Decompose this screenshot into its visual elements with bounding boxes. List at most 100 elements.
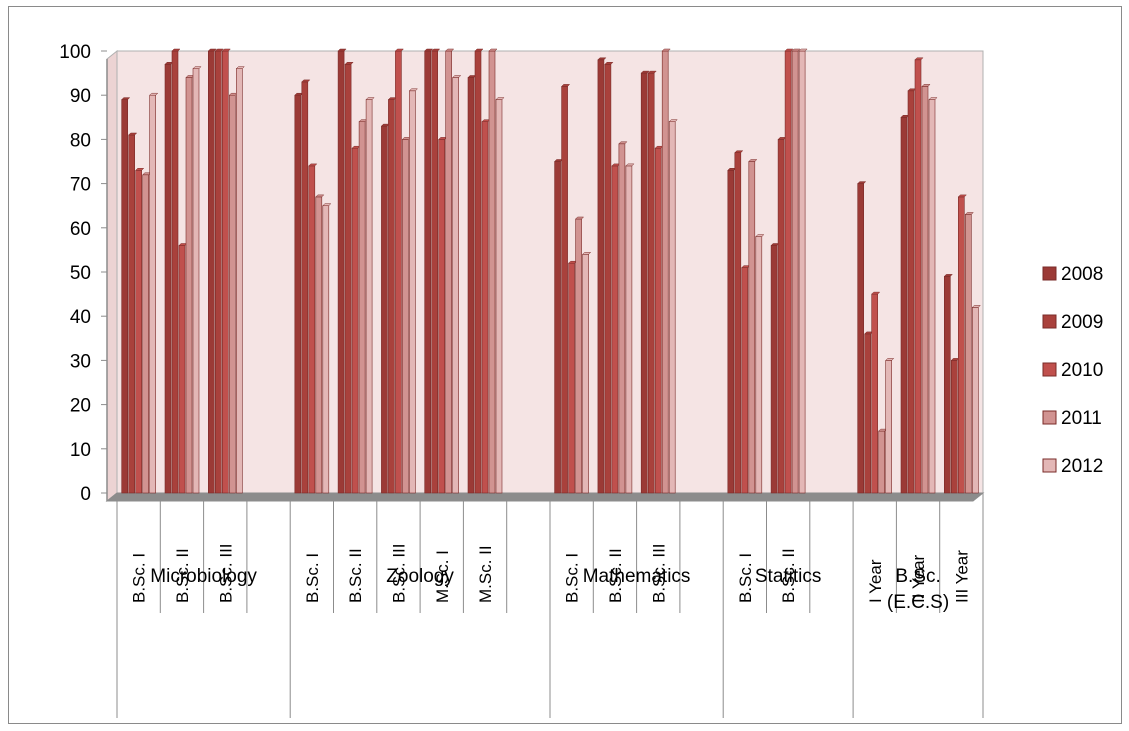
bar-top-2011-18 [921,84,931,87]
group-label-1: Zoology [386,566,454,587]
bar-2012-5 [365,99,373,494]
bar-2009-5 [344,64,352,494]
bar-top-2011-12 [661,48,671,52]
bar-2008-2 [208,50,215,494]
category-label-18: II Year [909,554,928,603]
floor [105,492,985,502]
bar-2012-0 [149,94,156,494]
group-label-line-2-0: Mathematics [583,566,691,587]
group-label-2: Mathematics [583,566,691,587]
group-label-0: Microbiology [150,566,257,587]
category-label-10: B.Sc. I [563,553,582,603]
bar-top-2012-10 [581,252,592,255]
y-tick-label-100: 100 [59,42,91,63]
y-tick-label-40: 40 [70,307,91,328]
bar-2010-19 [957,196,965,494]
bar-top-2009-5 [344,62,354,65]
bar-2012-6 [409,90,416,494]
bar-2010-15 [784,50,792,494]
bar-2011-8 [488,50,496,494]
bar-2010-8 [481,121,489,494]
bar-2008-17 [857,183,865,494]
category-label-6: B.Sc. III [389,543,408,603]
bar-2012-11 [625,165,633,494]
bar-2010-2 [222,50,229,494]
bar-2009-10 [561,86,568,494]
bar-top-2009-4 [301,79,311,83]
category-label-5: B.Sc. II [346,548,365,603]
bar-2008-10 [554,161,561,494]
bar-top-2012-1 [192,66,202,69]
legend-label-2008: 2008 [1061,264,1103,285]
y-tick-label-60: 60 [70,219,91,240]
bar-top-2012-17 [885,358,895,361]
bar-2012-17 [885,360,893,494]
bar-2008-8 [467,77,475,494]
bar-2010-11 [611,165,619,494]
category-label-4: B.Sc. I [303,553,322,603]
legend-label-2010: 2010 [1061,360,1103,381]
group-label-line-3-0: Statitics [755,566,822,587]
bar-top-2011-8 [488,48,498,52]
bar-2010-10 [568,262,575,494]
bar-top-2008-0 [121,97,131,100]
legend: 2008 2009 2010 2011 2012 [1042,264,1103,477]
bar-top-2008-7 [424,48,434,52]
category-label-8: M.Sc. II [476,545,495,603]
group-label-line-0-0: Microbiology [150,566,257,587]
bar-top-2010-19 [957,194,967,198]
bar-top-2008-19 [943,274,953,277]
bar-2008-4 [294,94,302,494]
legend-label-2011: 2011 [1061,408,1102,429]
bar-top-2012-2 [235,66,245,69]
group-label-3: Statitics [755,566,822,587]
category-label-2: B.Sc. III [216,543,235,603]
bar-top-2009-8 [474,48,484,52]
bar-2011-19 [964,214,972,494]
bar-2009-0 [128,134,135,494]
bar-top-2010-6 [394,48,405,52]
bar-2010-7 [438,139,446,494]
bar-top-2008-11 [597,57,607,61]
category-label-15: B.Sc. II [779,548,798,603]
bar-top-2011-10 [574,216,585,220]
bar-2012-8 [495,99,503,494]
bar-top-2012-11 [625,163,635,167]
y-tick-label-50: 50 [70,263,91,284]
legend-label-2009: 2009 [1061,312,1103,333]
bar-top-2008-12 [640,70,650,74]
category-label-11: B.Sc. II [606,548,625,603]
bar-top-2010-15 [784,48,794,52]
category-label-14: B.Sc. I [736,553,755,603]
bar-top-2009-12 [647,70,657,74]
bar-top-2012-14 [755,234,765,237]
bar-2008-1 [164,64,172,494]
bar-top-2012-18 [928,97,938,100]
bar-2010-12 [654,147,662,494]
y-tick-label-10: 10 [70,440,91,461]
bar-2012-14 [755,236,763,494]
back-wall [116,50,984,494]
x-axis-categories: B.Sc. I B.Sc. II B.Sc. III B.Sc. I B.Sc. II B… [130,543,972,613]
category-label-17: I Year [866,559,885,603]
bar-2010-5 [351,147,359,494]
bar-top-2008-17 [857,181,867,184]
bar-2012-2 [236,68,243,494]
bar-2009-15 [777,139,785,494]
y-tick-label-80: 80 [70,130,91,151]
bar-top-2009-14 [734,150,744,153]
bar-2009-2 [215,50,222,494]
group-label-line-1-0: Zoology [386,566,454,587]
bar-top-2012-5 [365,97,375,100]
bar-2011-17 [878,430,886,494]
bar-top-2011-11 [618,141,628,145]
bar-2012-19 [971,307,979,494]
bar-2012-4 [322,205,330,494]
bar-top-2012-19 [971,305,981,308]
bar-2008-19 [943,276,951,494]
bar-top-2012-8 [495,97,505,100]
bar-top-2009-1 [171,48,181,52]
bar-2009-7 [431,50,439,494]
bar-2010-17 [871,293,879,494]
bar-2011-0 [142,174,149,494]
